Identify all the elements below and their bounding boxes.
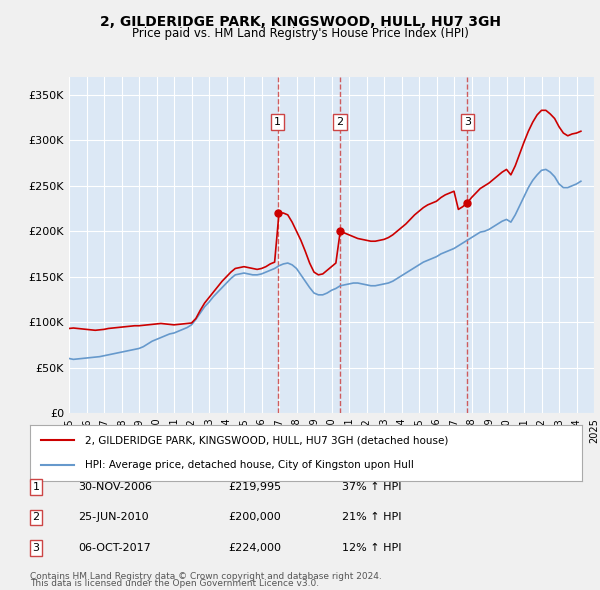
Text: Contains HM Land Registry data © Crown copyright and database right 2024.: Contains HM Land Registry data © Crown c… xyxy=(30,572,382,581)
Text: 2, GILDERIDGE PARK, KINGSWOOD, HULL, HU7 3GH (detached house): 2, GILDERIDGE PARK, KINGSWOOD, HULL, HU7… xyxy=(85,435,449,445)
Text: 30-NOV-2006: 30-NOV-2006 xyxy=(78,482,152,491)
Text: 21% ↑ HPI: 21% ↑ HPI xyxy=(342,513,401,522)
Text: 1: 1 xyxy=(274,117,281,127)
Text: 2: 2 xyxy=(337,117,343,127)
Text: 3: 3 xyxy=(464,117,471,127)
Text: Price paid vs. HM Land Registry's House Price Index (HPI): Price paid vs. HM Land Registry's House … xyxy=(131,27,469,40)
Text: £224,000: £224,000 xyxy=(228,543,281,553)
Text: 25-JUN-2010: 25-JUN-2010 xyxy=(78,513,149,522)
Text: 2: 2 xyxy=(32,513,40,522)
Text: HPI: Average price, detached house, City of Kingston upon Hull: HPI: Average price, detached house, City… xyxy=(85,460,414,470)
Text: 12% ↑ HPI: 12% ↑ HPI xyxy=(342,543,401,553)
Text: £200,000: £200,000 xyxy=(228,513,281,522)
Text: 06-OCT-2017: 06-OCT-2017 xyxy=(78,543,151,553)
Text: £219,995: £219,995 xyxy=(228,482,281,491)
Text: 3: 3 xyxy=(32,543,40,553)
Text: This data is licensed under the Open Government Licence v3.0.: This data is licensed under the Open Gov… xyxy=(30,579,319,588)
Text: 37% ↑ HPI: 37% ↑ HPI xyxy=(342,482,401,491)
Text: 2, GILDERIDGE PARK, KINGSWOOD, HULL, HU7 3GH: 2, GILDERIDGE PARK, KINGSWOOD, HULL, HU7… xyxy=(100,15,500,29)
Text: 1: 1 xyxy=(32,482,40,491)
